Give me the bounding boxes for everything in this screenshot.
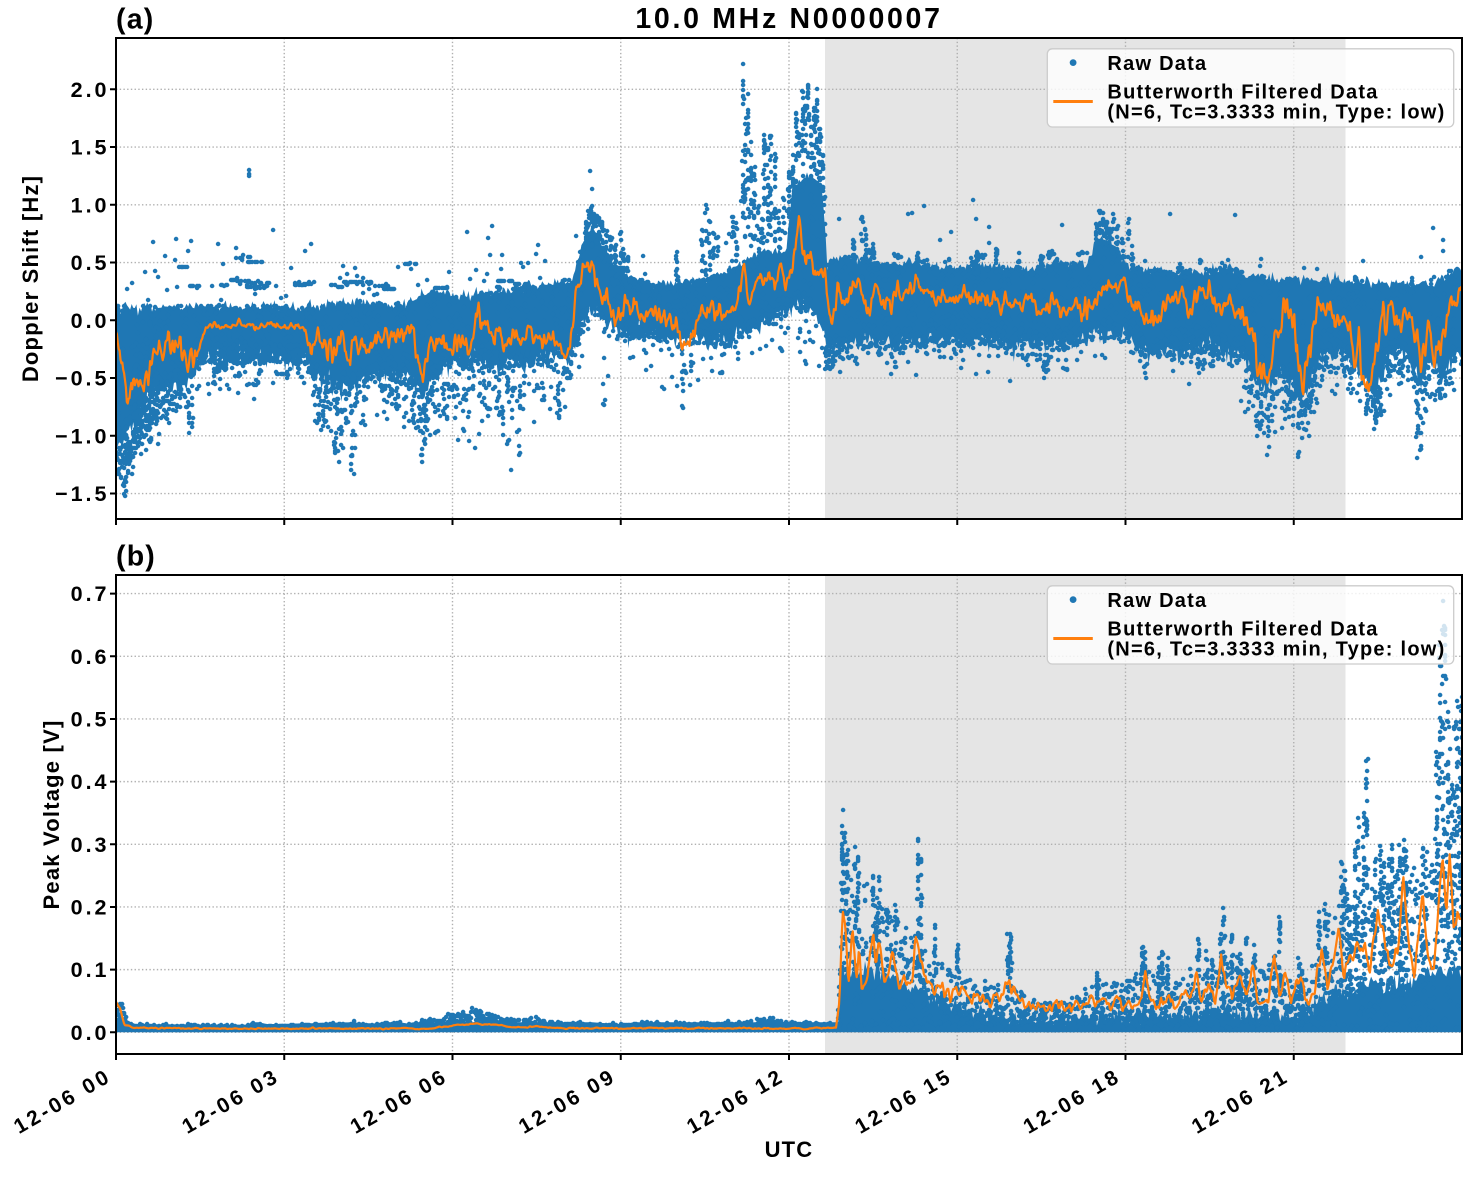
svg-text:(N=6, Tc=3.3333 min, Type: low: (N=6, Tc=3.3333 min, Type: low) bbox=[1107, 102, 1445, 124]
svg-text:Raw Data: Raw Data bbox=[1107, 590, 1207, 612]
svg-text:−1.5: −1.5 bbox=[55, 482, 109, 506]
svg-text:0.1: 0.1 bbox=[71, 958, 110, 982]
svg-text:0.3: 0.3 bbox=[71, 833, 110, 857]
svg-text:1.0: 1.0 bbox=[71, 193, 110, 217]
svg-text:2.0: 2.0 bbox=[71, 78, 110, 102]
svg-text:1.5: 1.5 bbox=[71, 136, 110, 160]
svg-text:−0.5: −0.5 bbox=[55, 367, 109, 391]
svg-text:0.0: 0.0 bbox=[71, 1021, 110, 1045]
svg-text:0.5: 0.5 bbox=[71, 707, 110, 731]
svg-text:0.0: 0.0 bbox=[71, 309, 110, 333]
svg-text:0.7: 0.7 bbox=[71, 582, 110, 606]
svg-text:Doppler Shift [Hz]: Doppler Shift [Hz] bbox=[18, 175, 43, 382]
svg-text:Butterworth Filtered Data: Butterworth Filtered Data bbox=[1107, 619, 1378, 641]
svg-text:(N=6, Tc=3.3333 min, Type: low: (N=6, Tc=3.3333 min, Type: low) bbox=[1107, 639, 1445, 661]
svg-text:0.5: 0.5 bbox=[71, 251, 110, 275]
svg-text:Butterworth Filtered Data: Butterworth Filtered Data bbox=[1107, 82, 1378, 104]
svg-text:0.6: 0.6 bbox=[71, 645, 110, 669]
svg-text:0.2: 0.2 bbox=[71, 896, 110, 920]
svg-text:0.4: 0.4 bbox=[71, 770, 110, 794]
svg-text:10.0 MHz N0000007: 10.0 MHz N0000007 bbox=[635, 3, 942, 35]
svg-text:(a): (a) bbox=[116, 4, 154, 36]
svg-text:UTC: UTC bbox=[765, 1137, 814, 1162]
svg-text:(b): (b) bbox=[116, 541, 156, 573]
svg-text:−1.0: −1.0 bbox=[55, 424, 109, 448]
svg-text:Peak Voltage [V]: Peak Voltage [V] bbox=[39, 720, 64, 910]
svg-text:Raw Data: Raw Data bbox=[1107, 53, 1207, 75]
